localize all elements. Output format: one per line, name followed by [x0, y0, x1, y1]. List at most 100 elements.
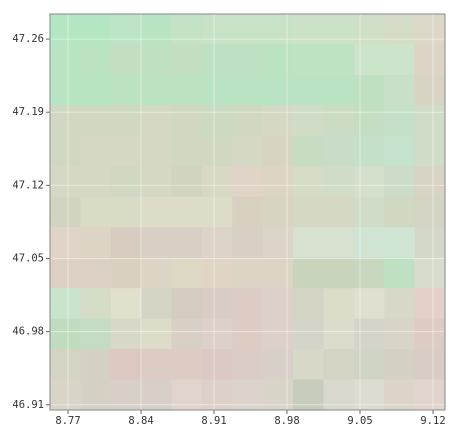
x-tick-label: 8.98: [274, 415, 299, 427]
raster-cell: [171, 227, 203, 259]
raster-cell: [171, 257, 203, 289]
raster-cell: [414, 318, 446, 350]
raster-cell: [353, 166, 385, 198]
raster-cell: [414, 166, 446, 198]
raster-cell: [384, 318, 416, 350]
raster-cell: [110, 44, 142, 76]
x-tick-label: 8.84: [128, 415, 153, 427]
raster-cell: [414, 105, 446, 137]
raster-cell: [262, 44, 294, 76]
raster-cell: [232, 135, 264, 167]
raster-cell: [353, 227, 385, 259]
raster-cell: [293, 74, 324, 106]
raster-cell: [171, 318, 203, 350]
raster-cell: [171, 44, 203, 76]
raster-cell: [110, 74, 142, 106]
raster-cell: [171, 349, 203, 381]
raster-cell: [50, 166, 81, 198]
raster-cell: [262, 105, 294, 137]
raster-cell: [293, 196, 324, 228]
raster-cell: [323, 379, 355, 411]
raster-cell: [110, 196, 142, 228]
raster-cell: [384, 105, 416, 137]
raster-cell: [141, 166, 173, 198]
raster-cell: [262, 74, 294, 106]
raster-cell: [50, 14, 81, 45]
x-tick-label: 8.91: [201, 415, 226, 427]
raster-cell: [293, 288, 324, 320]
raster-cell: [384, 166, 416, 198]
raster-cell: [201, 44, 233, 76]
raster-cell: [262, 257, 294, 289]
raster-cell: [353, 74, 385, 106]
raster-cell: [141, 135, 173, 167]
raster-cell: [384, 288, 416, 320]
raster-cell: [80, 196, 112, 228]
raster-cell: [384, 379, 416, 411]
raster-cell: [323, 135, 355, 167]
raster-cell: [293, 257, 324, 289]
raster-cell: [353, 379, 385, 411]
raster-cell: [50, 135, 81, 167]
raster-cell: [201, 135, 233, 167]
y-tick-label: 46.98: [12, 326, 44, 338]
raster-cell: [323, 318, 355, 350]
raster-cell: [80, 14, 112, 45]
raster-cell: [262, 14, 294, 45]
raster-cell: [201, 257, 233, 289]
raster-cell: [384, 135, 416, 167]
raster-cell: [50, 288, 81, 320]
raster-cell: [323, 196, 355, 228]
raster-cell: [414, 135, 446, 167]
raster-cell: [171, 196, 203, 228]
raster-cell: [141, 44, 173, 76]
raster-cell: [262, 166, 294, 198]
raster-cell: [50, 74, 81, 106]
raster-cell: [232, 74, 264, 106]
raster-cell: [80, 379, 112, 411]
raster-cell: [50, 349, 81, 381]
raster-cell: [201, 14, 233, 45]
raster-cell: [414, 349, 446, 381]
raster-cell: [201, 166, 233, 198]
raster-cell: [353, 288, 385, 320]
x-tick-label: 9.05: [347, 415, 372, 427]
raster-cell: [232, 105, 264, 137]
raster-cell: [414, 227, 446, 259]
raster-cell: [323, 227, 355, 259]
raster-cell: [50, 379, 81, 411]
raster-cell: [414, 14, 446, 45]
raster-cell: [262, 135, 294, 167]
y-tick-label: 46.91: [12, 399, 44, 411]
raster-cell: [323, 257, 355, 289]
raster-cell: [353, 196, 385, 228]
raster-cell: [80, 349, 112, 381]
raster-cell: [171, 166, 203, 198]
raster-cell: [141, 14, 173, 45]
raster-cell: [353, 318, 385, 350]
y-tick-label: 47.26: [12, 33, 44, 45]
raster-cell: [110, 135, 142, 167]
raster-cell: [80, 257, 112, 289]
raster-cell: [293, 44, 324, 76]
raster-cell: [232, 14, 264, 45]
raster-cell: [353, 349, 385, 381]
raster-cell: [262, 227, 294, 259]
raster-cell: [50, 227, 81, 259]
raster-cell: [171, 14, 203, 45]
raster-cell: [293, 227, 324, 259]
raster-cell: [80, 227, 112, 259]
raster-cell: [201, 227, 233, 259]
raster-cell: [353, 44, 385, 76]
x-tick-label: 9.12: [420, 415, 445, 427]
y-tick-label: 47.05: [12, 252, 44, 264]
x-tick-label: 8.77: [55, 415, 80, 427]
y-tick-label: 47.19: [12, 106, 44, 118]
raster-cell: [110, 379, 142, 411]
raster-cell: [171, 105, 203, 137]
raster-cell: [414, 196, 446, 228]
raster-cell: [141, 318, 173, 350]
y-tick-label: 47.12: [12, 179, 44, 191]
raster-cell: [171, 74, 203, 106]
